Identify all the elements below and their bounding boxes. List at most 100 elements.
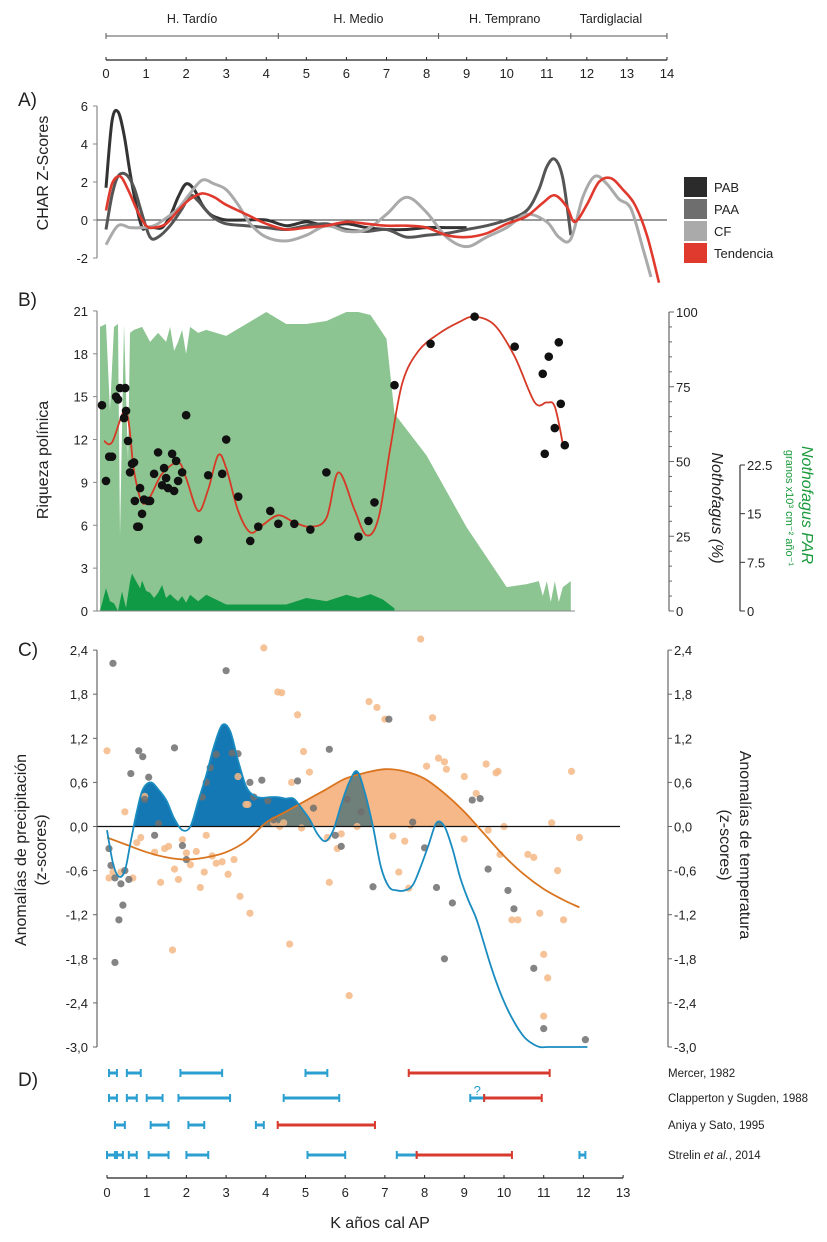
temperature-point	[196, 883, 204, 892]
top-axis-tick-label: 2	[183, 66, 190, 81]
richness-point	[550, 423, 560, 433]
panel-c-ytick-right-label: -1,8	[674, 952, 696, 967]
panel-a-label: A)	[18, 90, 37, 111]
temperature-point	[186, 861, 194, 869]
reference-label: Aniya y Sato, 1995	[668, 1120, 765, 1132]
richness-point	[130, 496, 140, 506]
precipitation-point	[385, 715, 393, 723]
temperature-point	[514, 916, 522, 924]
precipitation-point	[264, 797, 272, 805]
temperature-trend-line	[106, 768, 580, 909]
precipitation-point	[155, 819, 163, 828]
temperature-point	[553, 867, 562, 875]
nothofagus-par-area	[99, 573, 395, 611]
panel-c-ytick-right-label: 1,8	[674, 687, 692, 702]
panel-c-ytick-label: 1,8	[70, 687, 88, 702]
precipitation-point	[409, 818, 417, 826]
precipitation-point	[145, 773, 153, 781]
precipitation-point	[337, 842, 345, 850]
temperature-point	[164, 842, 173, 850]
x-axis-tick-label: 4	[262, 1185, 269, 1200]
temperature-point	[170, 865, 179, 873]
precipitation-point	[540, 1025, 548, 1033]
precipitation-point	[357, 808, 365, 816]
temperature-point	[494, 767, 502, 775]
richness-point	[274, 519, 283, 529]
temperature-point	[325, 878, 333, 886]
precipitation-point	[325, 745, 333, 753]
temperature-point	[103, 747, 111, 755]
richness-point	[177, 468, 187, 477]
temperature-point	[365, 697, 373, 706]
temperature-point	[536, 909, 544, 917]
x-axis-label: K años cal AP	[330, 1215, 430, 1232]
richness-point	[203, 470, 213, 480]
panel-c-ytick-label: 2,4	[70, 643, 88, 658]
temperature-point	[280, 819, 288, 827]
precipitation-trend-line	[106, 723, 588, 1049]
x-axis-tick-label: 10	[497, 1185, 511, 1200]
nothofagus-par-label: Nothofagus PAR	[798, 446, 815, 564]
legend-a: PAB PAA CF Tendencia	[684, 177, 774, 263]
reference-label: Strelin et al., 2014	[668, 1150, 761, 1162]
temperature-point	[174, 875, 183, 884]
temperature-point	[137, 833, 145, 842]
panel-c-ytick-right-label: 0,0	[674, 820, 692, 835]
temperature-point	[395, 868, 403, 876]
richness-point	[123, 436, 133, 446]
top-axis-tick-label: 5	[303, 66, 310, 81]
temperature-point	[236, 892, 244, 900]
panel-a-ylabel: CHAR Z-Scores	[35, 116, 52, 231]
precipitation-point	[448, 899, 456, 907]
temperature-point	[218, 858, 226, 866]
temperature-point	[559, 916, 568, 924]
panel-c-ytick-right-label: -3,0	[674, 1040, 696, 1055]
precipitation-point	[369, 883, 377, 891]
panel-b: B) Riqueza polínica Nothofagus (%) Notho…	[18, 290, 815, 619]
richness-point	[149, 469, 159, 479]
period-label: Tardiglacial	[580, 12, 643, 26]
richness-point	[107, 452, 117, 461]
nothofagus-par-tick-label: 0	[747, 604, 754, 619]
richness-point	[97, 400, 107, 410]
panel-c-ylabel-sub: (z-scores)	[33, 814, 50, 885]
temperature-point	[337, 830, 345, 838]
temperature-point	[456, 813, 464, 821]
legend-label-cf: CF	[714, 224, 731, 239]
temperature-point	[178, 836, 187, 844]
precipitation-point	[432, 883, 441, 892]
richness-point	[556, 399, 566, 409]
richness-point	[253, 522, 263, 531]
period-label: H. Medio	[333, 12, 383, 26]
richness-point	[101, 476, 111, 486]
panel-c-ylabel-right: Anomalías de temperatura	[736, 751, 753, 940]
richness-point	[153, 448, 163, 457]
top-axis-tick-label: 7	[383, 66, 390, 81]
nothofagus-pct-tick-label: 25	[676, 529, 690, 544]
richness-point	[540, 449, 550, 459]
precipitation-point	[343, 795, 351, 803]
overlap-group	[107, 769, 580, 827]
richness-point	[364, 516, 373, 526]
panel-c-ytick-right-label: 1,2	[674, 731, 692, 746]
reference-label: Clapperton y Sugden, 1988	[668, 1093, 808, 1105]
precipitation-point	[170, 744, 179, 752]
x-axis-tick-label: 12	[576, 1185, 590, 1200]
x-axis-tick-label: 6	[342, 1185, 349, 1200]
overlap-area	[107, 769, 580, 827]
precipitation-point	[293, 777, 302, 785]
richness-point	[181, 410, 191, 420]
richness-point	[159, 463, 169, 473]
precipitation-point	[117, 880, 125, 888]
richness-point	[538, 369, 548, 379]
panel-c-ylabel-right-sub: (z-scores)	[716, 809, 733, 880]
ref-text: , 2014	[729, 1150, 762, 1162]
temperature-point	[530, 853, 538, 861]
top-axis-tick-label: 14	[660, 66, 674, 81]
temperature-point	[192, 847, 200, 856]
richness-point	[161, 473, 171, 483]
reference-label: Mercer, 1982	[668, 1068, 735, 1080]
temperature-point	[401, 837, 409, 845]
richness-point	[134, 522, 144, 531]
